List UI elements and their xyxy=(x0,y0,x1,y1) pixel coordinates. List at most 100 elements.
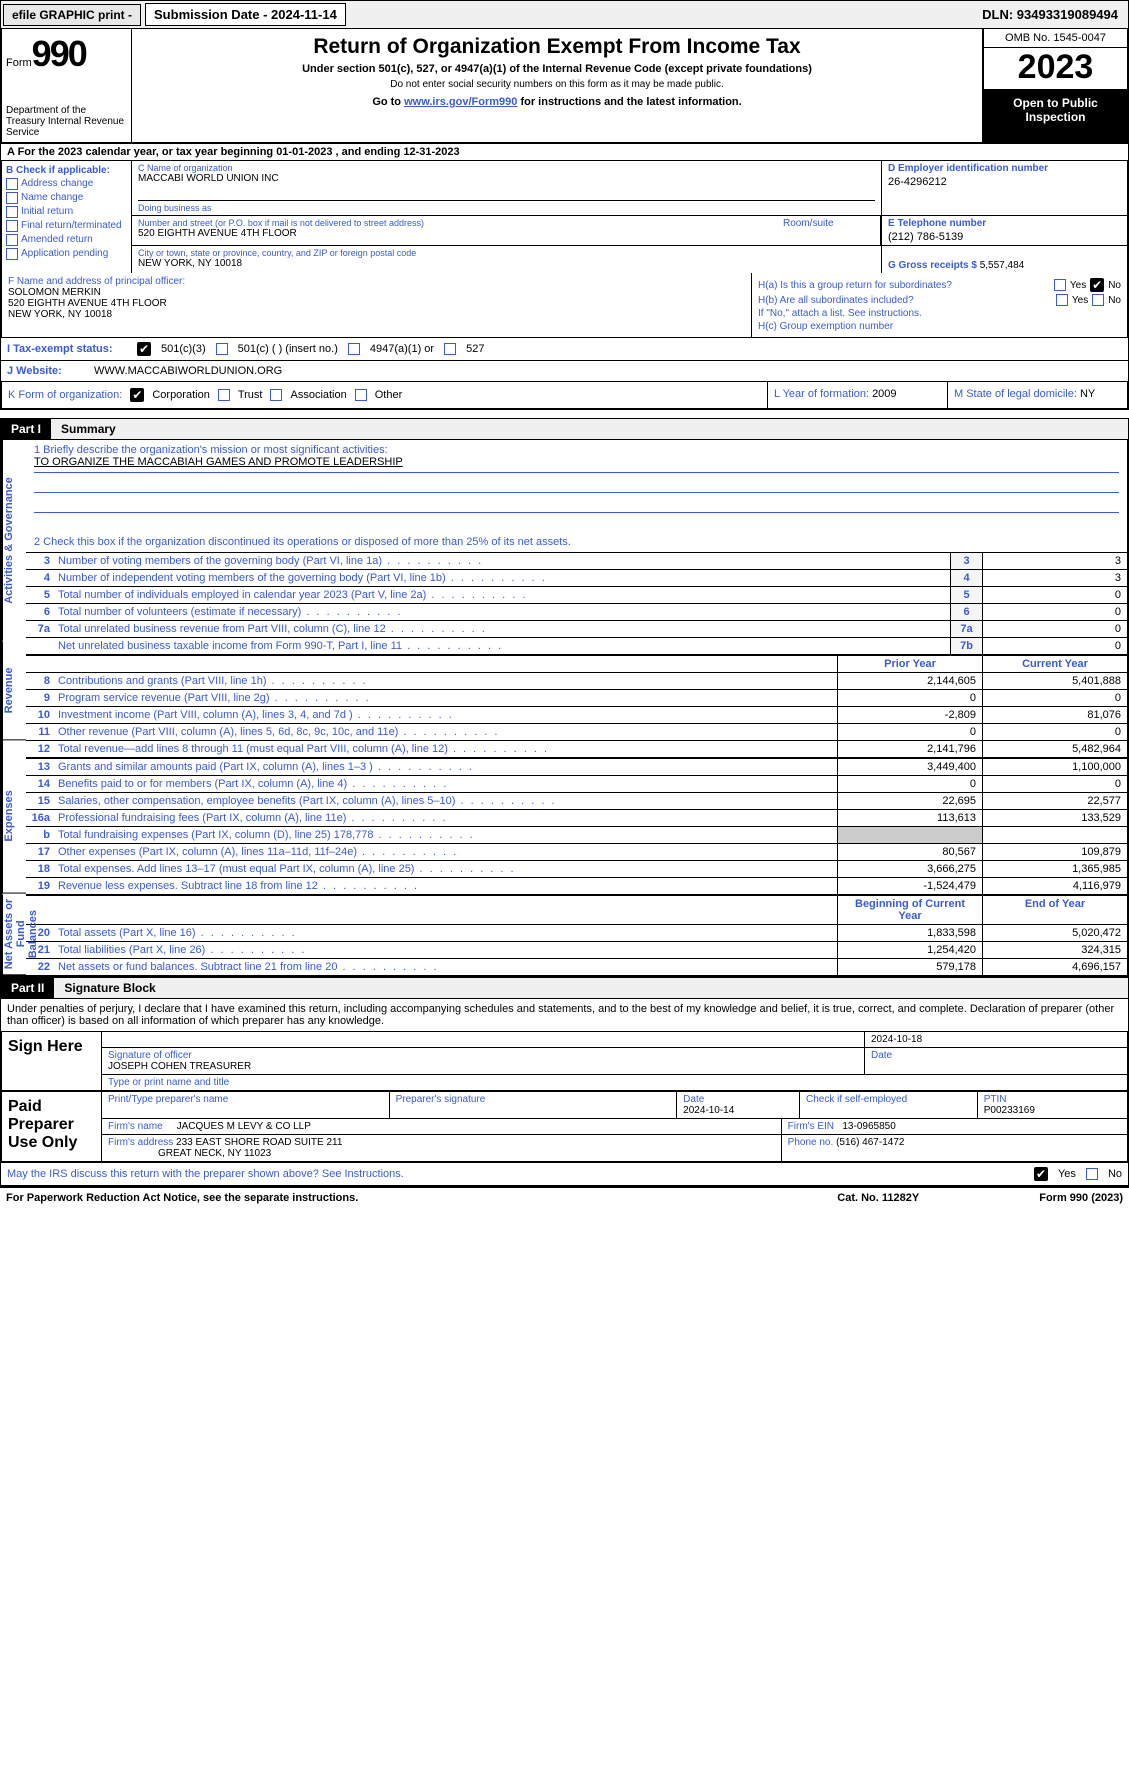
gross-receipts: 5,557,484 xyxy=(980,260,1025,271)
chk-initial-return[interactable]: Initial return xyxy=(6,206,127,218)
catalog-number: Cat. No. 11282Y xyxy=(837,1192,919,1204)
table-row: 3Number of voting members of the governi… xyxy=(26,552,1127,569)
side-net-assets: Net Assets or Fund Balances xyxy=(2,894,26,975)
line-a: A For the 2023 calendar year, or tax yea… xyxy=(0,144,1129,161)
box-b: B Check if applicable: Address change Na… xyxy=(2,161,132,273)
form-ref: Form 990 (2023) xyxy=(1039,1192,1123,1204)
row-i: I Tax-exempt status: ✔501(c)(3) 501(c) (… xyxy=(0,338,1129,361)
paid-preparer-label: Paid Preparer Use Only xyxy=(2,1092,102,1161)
discuss-no[interactable] xyxy=(1086,1168,1098,1180)
hc-label: H(c) Group exemption number xyxy=(758,321,1121,332)
row-j: J Website: WWW.MACCABIWORLDUNION.ORG xyxy=(0,361,1129,382)
ptin: P00233169 xyxy=(984,1105,1035,1116)
line-2: 2 Check this box if the organization dis… xyxy=(26,532,1127,552)
hb-no[interactable] xyxy=(1092,294,1104,306)
hb-yes[interactable] xyxy=(1056,294,1068,306)
summary-body: Activities & Governance Revenue Expenses… xyxy=(0,440,1129,977)
i-4947[interactable] xyxy=(348,343,360,355)
officer-name: SOLOMON MERKIN xyxy=(8,287,745,298)
year-formation: 2009 xyxy=(872,388,896,400)
form-number: 990 xyxy=(32,33,86,74)
table-row: Net unrelated business taxable income fr… xyxy=(26,637,1127,654)
revenue-header: Prior Year Current Year xyxy=(26,655,1127,672)
discuss-row: May the IRS discuss this return with the… xyxy=(0,1163,1129,1186)
tax-year: 2023 xyxy=(984,48,1127,90)
paid-preparer-block: Paid Preparer Use Only Print/Type prepar… xyxy=(0,1092,1129,1163)
efile-button[interactable]: efile GRAPHIC print - xyxy=(3,4,141,26)
table-row: 21Total liabilities (Part X, line 26)1,2… xyxy=(26,941,1127,958)
box-d: D Employer identification number 26-4296… xyxy=(882,161,1127,215)
table-row: 9Program service revenue (Part VIII, lin… xyxy=(26,689,1127,706)
firm-address: 233 EAST SHORE ROAD SUITE 211 xyxy=(176,1137,342,1148)
header-left: Form990 Department of the Treasury Inter… xyxy=(2,29,132,142)
city-state-zip: NEW YORK, NY 10018 xyxy=(138,258,875,269)
box-h: H(a) Is this a group return for subordin… xyxy=(752,273,1127,337)
discuss-yes-checked-icon: ✔ xyxy=(1034,1167,1048,1181)
chk-address-change[interactable]: Address change xyxy=(6,178,127,190)
table-row: 22Net assets or fund balances. Subtract … xyxy=(26,958,1127,975)
block-f-h: F Name and address of principal officer:… xyxy=(0,273,1129,338)
sign-date: 2024-10-18 xyxy=(871,1034,922,1045)
mission-text: TO ORGANIZE THE MACCABIAH GAMES AND PROM… xyxy=(34,456,1119,468)
website: WWW.MACCABIWORLDUNION.ORG xyxy=(94,365,282,377)
chk-name-change[interactable]: Name change xyxy=(6,192,127,204)
table-row: 19Revenue less expenses. Subtract line 1… xyxy=(26,877,1127,894)
sign-here-label: Sign Here xyxy=(2,1032,102,1090)
table-row: 11Other revenue (Part VIII, column (A), … xyxy=(26,723,1127,740)
box-f: F Name and address of principal officer:… xyxy=(2,273,752,337)
omb-number: OMB No. 1545-0047 xyxy=(984,29,1127,48)
type-name-label: Type or print name and title xyxy=(102,1075,1127,1090)
phone: (212) 786-5139 xyxy=(888,231,1121,243)
k-other[interactable] xyxy=(355,389,367,401)
chk-amended-return[interactable]: Amended return xyxy=(6,234,127,246)
i-527[interactable] xyxy=(444,343,456,355)
header-middle: Return of Organization Exempt From Incom… xyxy=(132,29,982,142)
table-row: 7aTotal unrelated business revenue from … xyxy=(26,620,1127,637)
header-right: OMB No. 1545-0047 2023 Open to Public In… xyxy=(982,29,1127,142)
sign-here-block: Sign Here 2024-10-18 Signature of office… xyxy=(0,1032,1129,1092)
table-row: 5Total number of individuals employed in… xyxy=(26,586,1127,603)
k-trust[interactable] xyxy=(218,389,230,401)
submission-date: Submission Date - 2024-11-14 xyxy=(145,3,346,26)
table-row: 4Number of independent voting members of… xyxy=(26,569,1127,586)
penalties-note: Under penalties of perjury, I declare th… xyxy=(0,999,1129,1032)
box-b-header: B Check if applicable: xyxy=(6,165,127,176)
form-subtitle-1: Under section 501(c), 527, or 4947(a)(1)… xyxy=(140,63,974,75)
officer-signature: JOSEPH COHEN TREASURER xyxy=(108,1061,251,1072)
firm-ein: 13-0965850 xyxy=(842,1121,895,1132)
city-cell: City or town, state or province, country… xyxy=(132,246,882,273)
top-bar: efile GRAPHIC print - Submission Date - … xyxy=(0,0,1129,29)
org-name: MACCABI WORLD UNION INC xyxy=(138,173,875,184)
dln: DLN: 93493319089494 xyxy=(974,4,1126,25)
paperwork-notice: For Paperwork Reduction Act Notice, see … xyxy=(6,1192,837,1204)
firm-city: GREAT NECK, NY 11023 xyxy=(158,1148,271,1159)
box-c-d: C Name of organization MACCABI WORLD UNI… xyxy=(132,161,1127,273)
table-row: 13Grants and similar amounts paid (Part … xyxy=(26,758,1127,775)
table-row: 8Contributions and grants (Part VIII, li… xyxy=(26,672,1127,689)
row-k-l-m: K Form of organization: ✔Corporation Tru… xyxy=(0,382,1129,410)
side-expenses: Expenses xyxy=(2,740,26,894)
table-row: 6Total number of volunteers (estimate if… xyxy=(26,603,1127,620)
officer-addr: 520 EIGHTH AVENUE 4TH FLOOR xyxy=(8,298,745,309)
revenue-block: Prior Year Current Year 8Contributions a… xyxy=(26,654,1127,757)
side-governance: Activities & Governance xyxy=(2,440,26,641)
chk-application-pending[interactable]: Application pending xyxy=(6,248,127,260)
ha-yes[interactable] xyxy=(1054,279,1066,291)
mission-section: 1 Briefly describe the organization's mi… xyxy=(26,440,1127,532)
ha-no-checked-icon: ✔ xyxy=(1090,278,1104,292)
table-row: 18Total expenses. Add lines 13–17 (must … xyxy=(26,860,1127,877)
k-assoc[interactable] xyxy=(270,389,282,401)
open-inspection: Open to Public Inspection xyxy=(984,90,1127,142)
table-row: 14Benefits paid to or for members (Part … xyxy=(26,775,1127,792)
form-label: Form xyxy=(6,57,32,69)
part-2-header: Part II Signature Block xyxy=(0,977,1129,999)
i-501c[interactable] xyxy=(216,343,228,355)
department-label: Department of the Treasury Internal Reve… xyxy=(6,105,127,138)
instructions-link[interactable]: www.irs.gov/Form990 xyxy=(404,96,517,108)
chk-final-return[interactable]: Final return/terminated xyxy=(6,220,127,232)
part-1-header: Part I Summary xyxy=(0,418,1129,440)
firm-phone: (516) 467-1472 xyxy=(836,1137,904,1148)
table-row: bTotal fundraising expenses (Part IX, co… xyxy=(26,826,1127,843)
table-row: 15Salaries, other compensation, employee… xyxy=(26,792,1127,809)
footer: For Paperwork Reduction Act Notice, see … xyxy=(0,1186,1129,1208)
